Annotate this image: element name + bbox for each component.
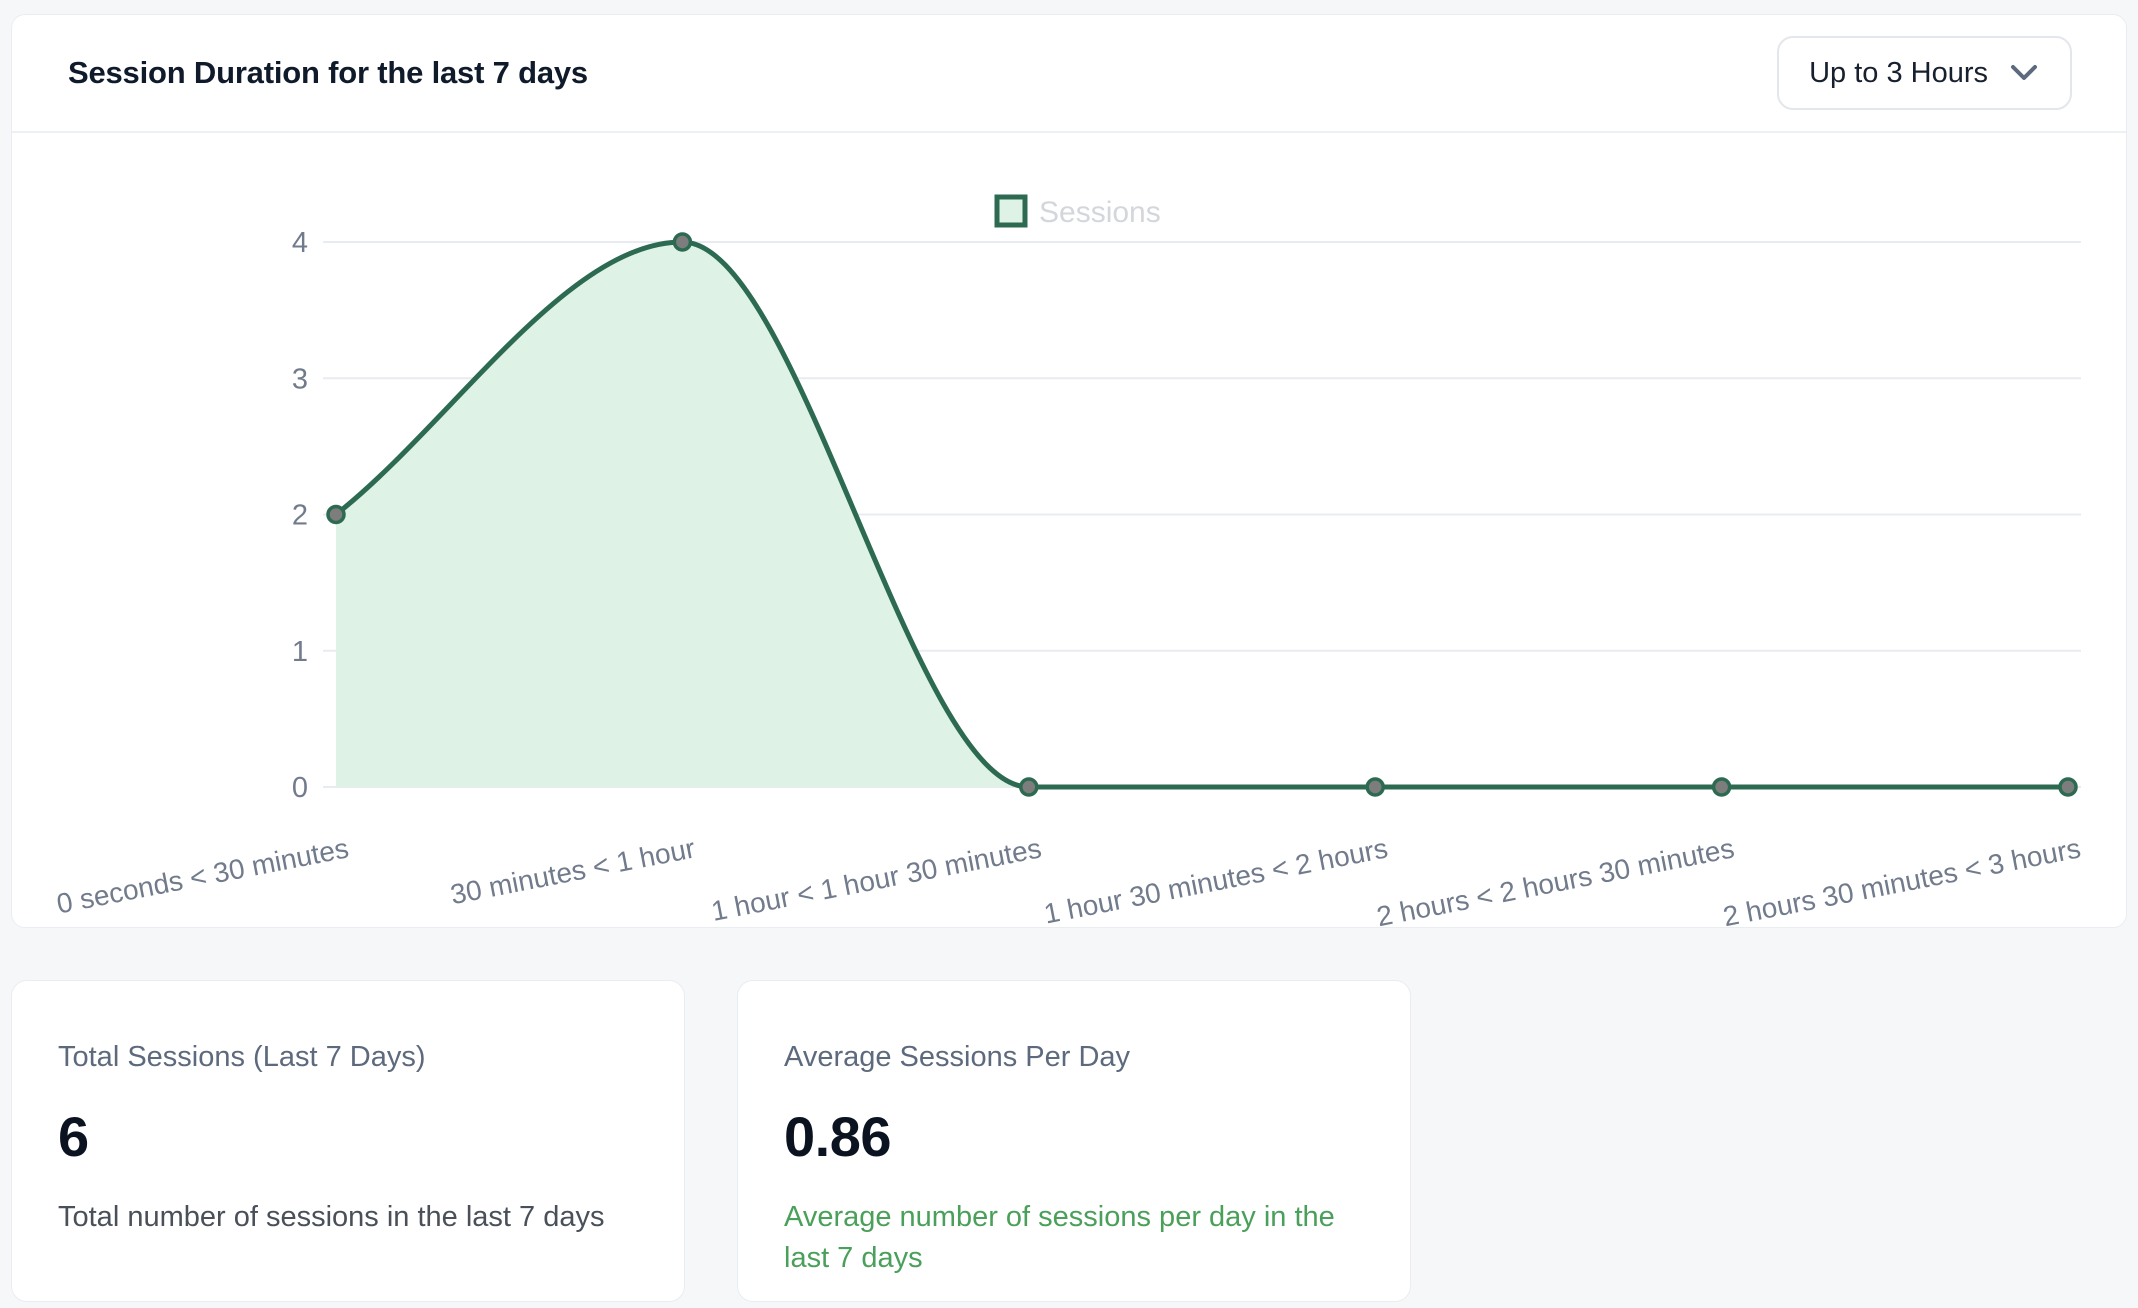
- total-sessions-card: Total Sessions (Last 7 Days) 6 Total num…: [11, 980, 685, 1302]
- duration-range-dropdown[interactable]: Up to 3 Hours: [1777, 36, 2072, 110]
- stat-card-title: Average Sessions Per Day: [784, 1041, 1131, 1073]
- svg-text:0 seconds < 30 minutes: 0 seconds < 30 minutes: [54, 832, 351, 919]
- svg-text:2 hours < 2 hours 30 minutes: 2 hours < 2 hours 30 minutes: [1374, 832, 1737, 929]
- stat-card-title: Total Sessions (Last 7 Days): [58, 1041, 426, 1073]
- stat-card-value: 6: [58, 1105, 89, 1168]
- x-axis-labels: 0 seconds < 30 minutes 30 minutes < 1 hou…: [54, 832, 2083, 929]
- data-point: [1019, 777, 1039, 797]
- chart-canvas[interactable]: 0 1 2 3 4 0 seconds < 30 minutes 30 minutes < …: [12, 135, 2128, 929]
- svg-text:4: 4: [292, 227, 308, 259]
- stat-card-description: Total number of sessions in the last 7 d…: [58, 1201, 605, 1233]
- chevron-down-icon: [2008, 63, 2040, 83]
- legend[interactable]: Sessions: [994, 194, 1161, 229]
- svg-text:30 minutes < 1 hour: 30 minutes < 1 hour: [448, 832, 698, 910]
- duration-range-value: Up to 3 Hours: [1809, 56, 1988, 89]
- chart-title: Session Duration for the last 7 days: [68, 55, 588, 90]
- svg-text:1 hour 30 minutes < 2 hours: 1 hour 30 minutes < 2 hours: [1041, 832, 1390, 929]
- svg-text:1 hour < 1 hour 30 minutes: 1 hour < 1 hour 30 minutes: [709, 832, 1044, 926]
- svg-text:3: 3: [292, 363, 308, 395]
- y-axis-labels: 0 1 2 3 4: [292, 227, 308, 804]
- data-point: [326, 504, 346, 525]
- stat-card-value: 0.86: [784, 1105, 892, 1168]
- svg-text:2 hours 30 minutes < 3 hours: 2 hours 30 minutes < 3 hours: [1720, 832, 2083, 929]
- legend-swatch: [994, 194, 1028, 228]
- session-duration-chart[interactable]: 0 1 2 3 4 0 seconds < 30 minutes 30 minutes < …: [12, 135, 2128, 929]
- legend-label: Sessions: [1039, 196, 1161, 229]
- stat-card-description: Average number of sessions per day in th…: [784, 1201, 1335, 1275]
- svg-text:0: 0: [292, 772, 308, 804]
- session-duration-card: Session Duration for the last 7 days Up …: [11, 14, 2128, 929]
- average-sessions-card: Average Sessions Per Day 0.86 Average nu…: [737, 980, 1411, 1302]
- chart-card-header: Session Duration for the last 7 days Up …: [12, 15, 2126, 133]
- svg-text:1: 1: [292, 636, 308, 668]
- data-point: [672, 232, 693, 252]
- data-points[interactable]: [326, 232, 2078, 797]
- data-point: [1365, 777, 1385, 797]
- data-point: [2058, 777, 2078, 797]
- svg-text:2: 2: [292, 500, 308, 532]
- data-point: [1711, 777, 1732, 797]
